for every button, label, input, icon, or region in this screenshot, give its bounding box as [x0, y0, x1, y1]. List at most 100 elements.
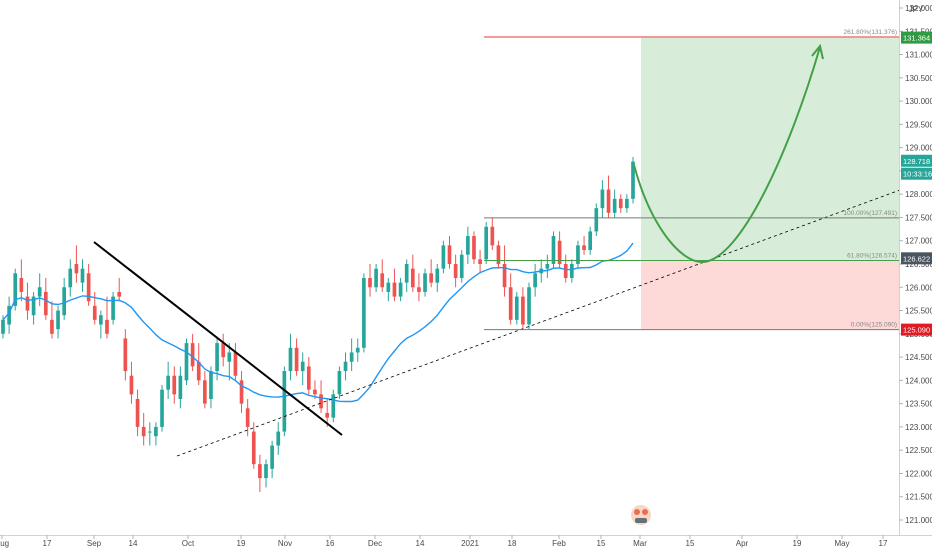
candle-body: [141, 426, 146, 437]
candle: [141, 412, 146, 446]
y-tick-label: 130.500: [905, 74, 932, 83]
candle-body: [123, 338, 128, 372]
candle-body: [154, 426, 158, 437]
candle-body: [13, 273, 18, 306]
candle: [472, 231, 476, 264]
candle-body: [160, 389, 164, 427]
candle: [441, 240, 446, 274]
price-tag: 128.718: [901, 154, 932, 167]
candle-body: [545, 264, 550, 269]
candle-body: [80, 268, 85, 283]
candle: [172, 366, 177, 404]
position-zones: [641, 37, 899, 330]
candle-body: [62, 287, 66, 316]
candle-body: [294, 347, 299, 372]
candle-body: [288, 347, 293, 372]
y-tick-label: 122.000: [905, 469, 932, 478]
projected-path-arrow: [633, 46, 821, 264]
candle-body: [459, 254, 464, 278]
candle: [294, 338, 299, 376]
candle-body: [172, 375, 177, 395]
x-tick-label: 14: [129, 539, 138, 548]
candle: [99, 310, 103, 339]
stop-zone: [641, 259, 899, 330]
candle-body: [99, 315, 103, 325]
candle: [478, 250, 482, 274]
y-tick-label: 128.000: [905, 190, 932, 199]
dashed-trendline[interactable]: [176, 189, 901, 457]
candle-body: [478, 259, 482, 264]
x-tick-label: Aug: [0, 539, 9, 548]
price-tag-box: [901, 31, 932, 44]
y-tick-label: 127.000: [905, 237, 932, 246]
candle-body: [31, 296, 36, 316]
candle: [527, 282, 531, 330]
price-tag: 131.364: [901, 31, 932, 44]
candle: [147, 422, 152, 446]
currency-label: JPY: [909, 5, 924, 14]
downtrend-line[interactable]: [93, 241, 343, 436]
candle: [19, 259, 24, 302]
price-tag-box: [901, 323, 932, 336]
candle-body: [178, 375, 183, 399]
y-tick-label: 129.000: [905, 144, 932, 153]
candle: [368, 264, 372, 297]
candle: [563, 254, 568, 283]
candle-body: [618, 198, 623, 209]
candle-body: [374, 268, 378, 288]
candle: [123, 329, 128, 381]
y-tick-label: 124.000: [905, 376, 932, 385]
candle: [239, 371, 244, 413]
candle: [227, 343, 232, 381]
x-tick-label: 16: [326, 539, 335, 548]
candle-body: [429, 273, 433, 283]
candle: [282, 366, 287, 437]
candle: [190, 333, 195, 372]
y-tick-label: 121.500: [905, 493, 932, 502]
candle: [392, 268, 397, 302]
candle-body: [362, 277, 366, 348]
candle-body: [227, 352, 232, 362]
candle: [362, 273, 366, 353]
candle: [423, 268, 427, 297]
candle-body: [245, 408, 250, 427]
moving-average-line: [2, 242, 634, 403]
candle-body: [239, 380, 244, 404]
candle: [313, 380, 317, 399]
candle-body: [129, 375, 134, 395]
x-tick-label: Apr: [736, 539, 749, 548]
candle-body: [582, 245, 586, 251]
candle: [380, 259, 385, 292]
candle-body: [453, 264, 458, 278]
price-tag-box: [901, 252, 932, 265]
candle: [349, 338, 354, 372]
candle-body: [203, 380, 207, 404]
candle: [374, 264, 378, 292]
candle: [533, 264, 537, 297]
x-tick-label: 17: [43, 539, 52, 548]
candle-body: [398, 282, 403, 297]
candle-body: [490, 226, 495, 246]
y-tick-label: 130.000: [905, 97, 932, 106]
candle: [270, 440, 274, 479]
candle: [343, 352, 348, 381]
candle: [74, 245, 79, 283]
fib-level-label: 61.80%(126.574): [847, 253, 897, 260]
candle: [258, 454, 262, 493]
x-tick-label: Feb: [552, 539, 566, 548]
candle-body: [576, 245, 580, 264]
candle-body: [355, 347, 360, 353]
candle-body: [625, 198, 629, 209]
candle: [160, 385, 164, 432]
candle-body: [264, 464, 268, 479]
candle-body: [325, 412, 330, 418]
candle: [453, 254, 458, 288]
time-axis[interactable]: Aug 17 Sep 14 Oct 19 Nov 16 Dec 14 2021 18 Feb 15 Mar 1…: [0, 535, 888, 548]
candle: [429, 259, 433, 288]
candle: [466, 226, 470, 264]
candle: [319, 380, 323, 413]
candle: [25, 282, 30, 320]
candle-body: [410, 268, 415, 288]
candle-body: [472, 236, 476, 260]
